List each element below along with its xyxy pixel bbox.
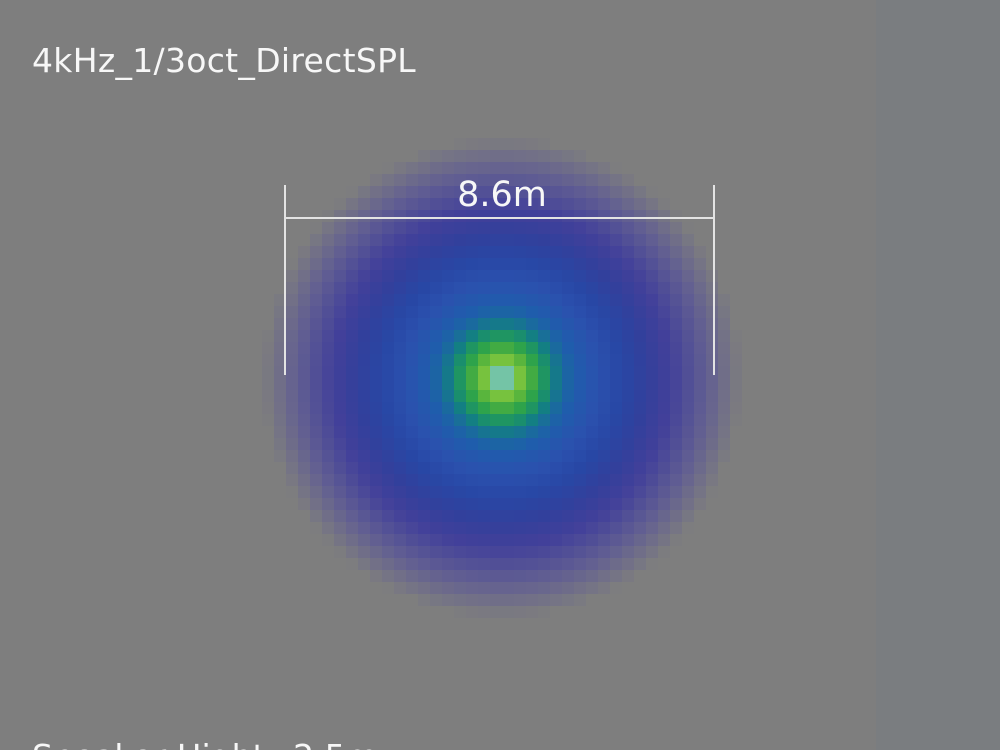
dimension-tick-left <box>284 185 286 375</box>
plot-title: 4kHz_1/3oct_DirectSPL <box>32 41 416 80</box>
speaker-height-label: Speaker Hight=2.5m <box>32 732 397 750</box>
right-margin-strip <box>876 0 1000 750</box>
dimension-line-horizontal <box>285 217 714 219</box>
footer-labels: Speaker Hight=2.5m Audience Hight=1.5m <box>32 634 397 750</box>
dimension-tick-right <box>713 185 715 375</box>
coverage-width-label: 8.6m <box>457 175 547 215</box>
